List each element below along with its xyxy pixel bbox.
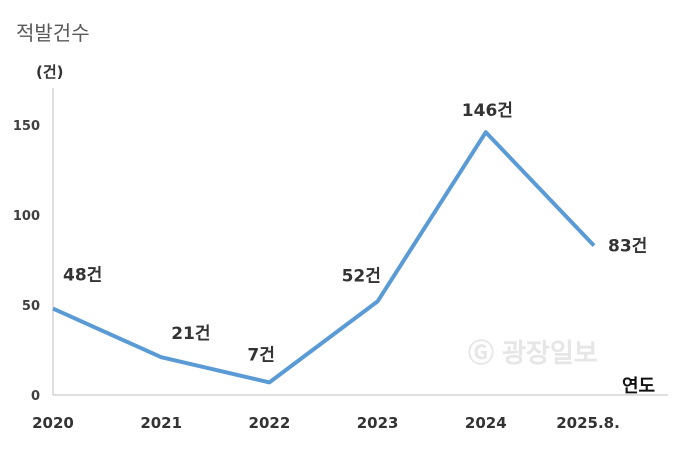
y-tick-label: 100 — [13, 209, 40, 224]
series-line — [52, 130, 596, 385]
data-label: 52건 — [342, 266, 381, 286]
x-tick-label: 2023 — [357, 414, 399, 432]
x-axis-label: 연도 — [622, 376, 655, 397]
y-tick-label: 50 — [22, 299, 40, 314]
x-tick-label: 2024 — [465, 414, 507, 432]
chart-title: 적발건수 — [16, 21, 90, 45]
data-label: 7건 — [247, 345, 274, 365]
x-tick-label: 2021 — [140, 414, 182, 432]
x-tick-label: 2025.8. — [556, 414, 620, 432]
data-label: 83건 — [608, 237, 647, 257]
y-axis-unit: (건) — [36, 63, 64, 81]
x-tick-label: 2020 — [32, 414, 74, 432]
data-label: 146건 — [462, 101, 513, 121]
x-tick-label: 2022 — [249, 414, 291, 432]
data-label: 48건 — [63, 266, 102, 286]
watermark: 광장일보 — [502, 339, 598, 369]
y-tick-label: 150 — [13, 119, 40, 134]
watermark-logo-icon: Ⓖ — [468, 338, 494, 369]
data-label: 21건 — [171, 324, 210, 344]
y-tick-label: 0 — [31, 389, 40, 404]
